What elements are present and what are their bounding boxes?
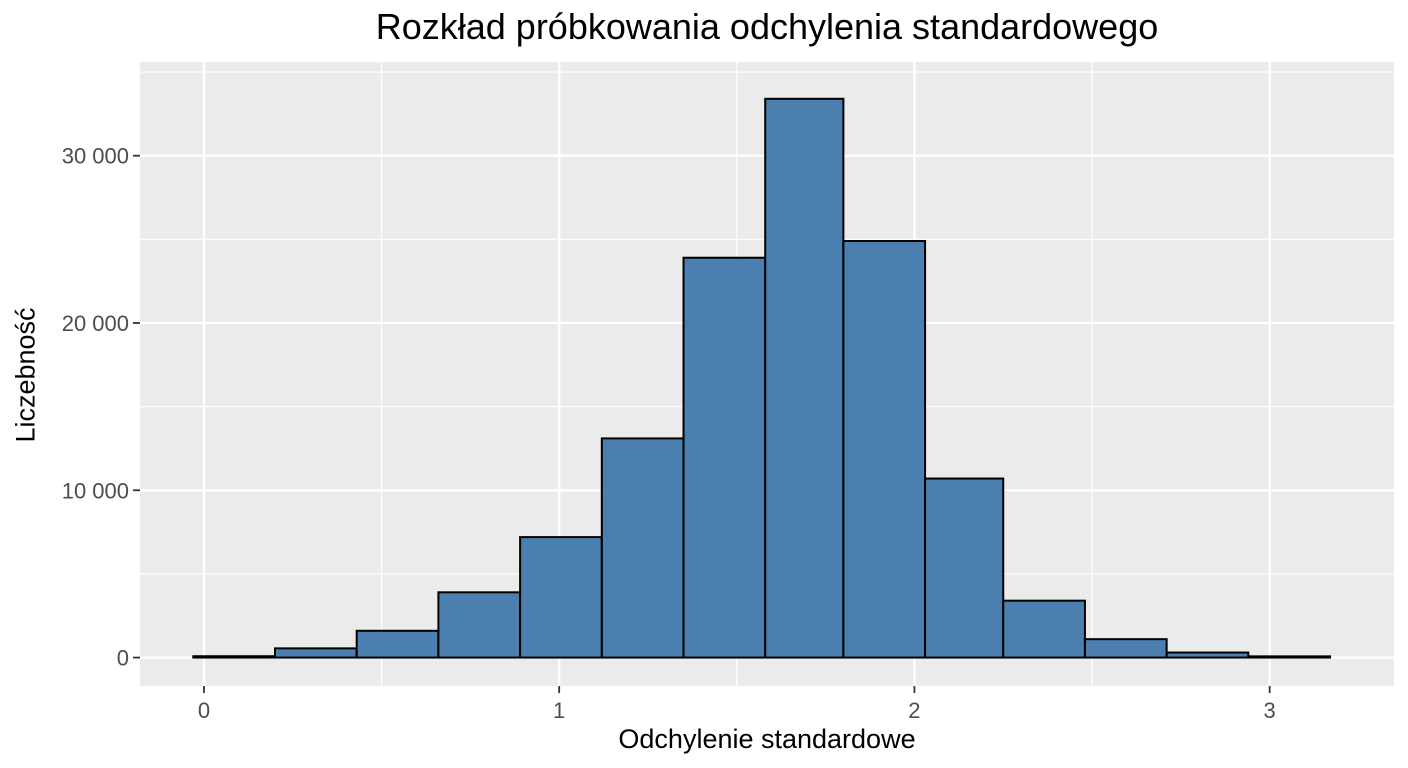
histogram-bars xyxy=(192,97,1332,659)
histogram-bar xyxy=(355,629,440,659)
histogram-bar xyxy=(924,477,1005,659)
x-tick-label: 1 xyxy=(553,698,565,723)
histogram-bar xyxy=(842,240,927,659)
chart-title: Rozkład próbkowania odchylenia standardo… xyxy=(375,6,1159,47)
histogram-bar xyxy=(437,591,522,659)
histogram-bar xyxy=(519,536,603,659)
x-axis: 0 1 2 3 xyxy=(198,686,1276,723)
histogram-bar xyxy=(1083,638,1168,659)
y-tick-label: 10 000 xyxy=(62,478,129,503)
histogram-bar xyxy=(273,647,358,659)
y-tick-label: 20 000 xyxy=(62,311,129,336)
x-tick-label: 2 xyxy=(908,698,920,723)
y-axis: 0 10 000 20 000 30 000 xyxy=(62,144,140,671)
x-tick-label: 0 xyxy=(198,698,210,723)
x-tick-label: 3 xyxy=(1264,698,1276,723)
histogram-bar xyxy=(1247,655,1332,659)
y-tick-label: 30 000 xyxy=(62,144,129,169)
histogram-bar xyxy=(764,97,845,659)
histogram-bar xyxy=(600,437,685,659)
histogram-bar xyxy=(1002,599,1086,659)
histogram-bar xyxy=(1165,651,1250,659)
histogram-bar xyxy=(192,655,276,659)
y-tick-label: 0 xyxy=(117,646,129,671)
x-axis-title: Odchylenie standardowe xyxy=(618,724,916,754)
histogram-bar xyxy=(682,256,767,659)
